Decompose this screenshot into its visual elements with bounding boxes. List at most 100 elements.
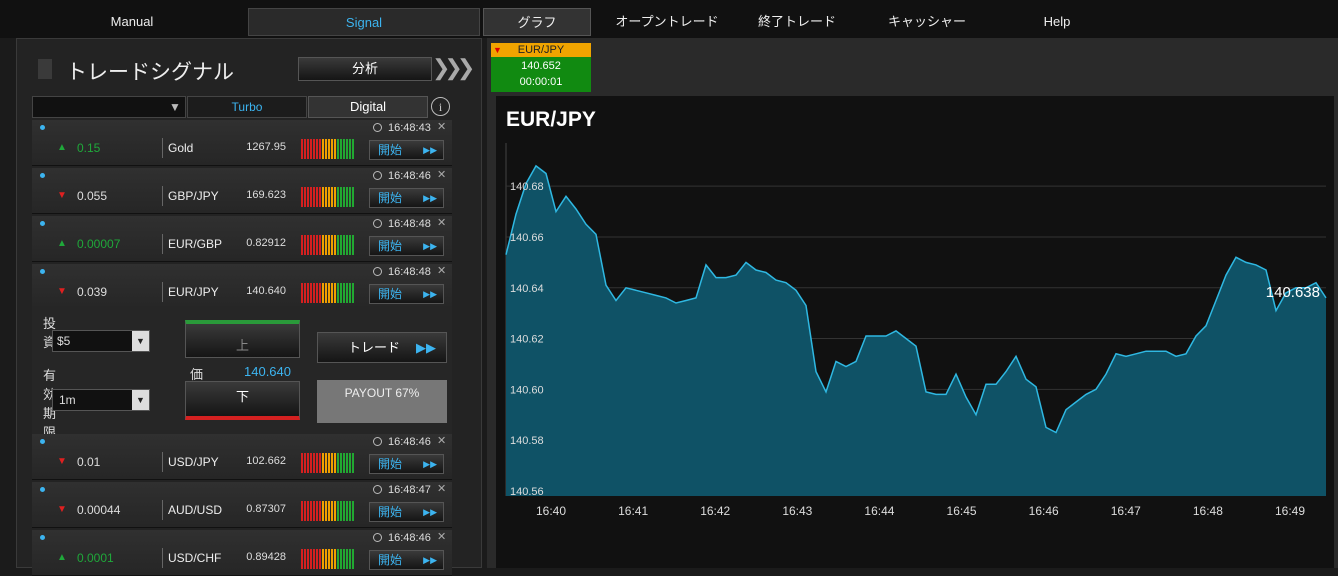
strength-bar bbox=[322, 453, 324, 473]
close-icon[interactable]: ✕ bbox=[437, 265, 447, 277]
clock-icon bbox=[373, 123, 382, 132]
up-button[interactable]: 上 bbox=[185, 320, 300, 358]
strength-bar bbox=[346, 501, 348, 521]
row-change: 0.00044 bbox=[77, 503, 121, 517]
panel-title: トレードシグナル bbox=[66, 61, 234, 84]
start-button[interactable]: 開始 ▶▶ bbox=[369, 502, 444, 522]
row-symbol: Gold bbox=[168, 141, 194, 155]
asset-tab[interactable]: ▼ EUR/JPY 140.652 00:00:01 bbox=[491, 43, 591, 92]
filter-dropdown[interactable] bbox=[32, 96, 186, 118]
status-dot bbox=[40, 487, 45, 492]
row-change: 0.055 bbox=[77, 189, 108, 203]
separator bbox=[162, 548, 163, 568]
start-button[interactable]: 開始 ▶▶ bbox=[369, 236, 444, 256]
start-label: 開始 bbox=[378, 143, 403, 157]
strength-bar bbox=[337, 549, 339, 569]
filter-tab[interactable]: Turbo bbox=[187, 96, 307, 118]
start-button[interactable]: 開始 ▶▶ bbox=[369, 550, 444, 570]
expiry-select[interactable]: 1m bbox=[52, 389, 150, 411]
strength-bar bbox=[301, 283, 303, 303]
nav-tab[interactable]: 終了トレード bbox=[757, 14, 836, 29]
signal-row: 16:48:46 ✕ ▼ 0.01 USD/JPY 102.662 開始 ▶▶ bbox=[32, 434, 452, 480]
row-time: 16:48:46 bbox=[388, 436, 431, 448]
separator bbox=[162, 138, 163, 158]
start-button[interactable]: 開始 ▶▶ bbox=[369, 140, 444, 160]
down-button[interactable]: 下 bbox=[185, 381, 300, 420]
clock-icon bbox=[373, 485, 382, 494]
strength-bar bbox=[322, 501, 324, 521]
status-dot bbox=[40, 535, 45, 540]
separator bbox=[162, 234, 163, 254]
nav-tab[interactable]: グラフ bbox=[483, 8, 591, 36]
strength-bar bbox=[331, 235, 333, 255]
strength-bar bbox=[331, 139, 333, 159]
nav-tab[interactable]: Manual bbox=[110, 14, 154, 29]
strength-bar bbox=[325, 549, 327, 569]
row-price: 0.87307 bbox=[246, 503, 286, 515]
panel-icon bbox=[38, 59, 52, 79]
strength-bar bbox=[328, 187, 330, 207]
start-button[interactable]: 開始 ▶▶ bbox=[369, 454, 444, 474]
nav-tab[interactable]: オープントレード bbox=[615, 14, 719, 29]
strength-bar bbox=[340, 139, 342, 159]
strength-bar bbox=[349, 235, 351, 255]
direction-arrow: ▼ bbox=[57, 456, 67, 467]
x-tick-label: 16:49 bbox=[1275, 504, 1305, 518]
strength-bar bbox=[349, 453, 351, 473]
close-icon[interactable]: ✕ bbox=[437, 531, 447, 543]
strength-bar bbox=[346, 549, 348, 569]
strength-bar bbox=[304, 283, 306, 303]
strength-bar bbox=[304, 139, 306, 159]
strength-bar bbox=[313, 501, 315, 521]
status-dot bbox=[40, 125, 45, 130]
nav-tab[interactable]: Help bbox=[1043, 14, 1071, 29]
strength-bar bbox=[325, 139, 327, 159]
strength-bar bbox=[304, 549, 306, 569]
y-tick-label: 140.60 bbox=[510, 384, 544, 396]
row-symbol: AUD/USD bbox=[168, 503, 223, 517]
start-button[interactable]: 開始 ▶▶ bbox=[369, 188, 444, 208]
y-tick-label: 140.64 bbox=[510, 283, 544, 295]
close-icon[interactable]: ✕ bbox=[437, 217, 447, 229]
signal-row: 16:48:46 ✕ ▼ 0.055 GBP/JPY 169.623 開始 ▶▶ bbox=[32, 168, 452, 214]
strength-bar bbox=[310, 549, 312, 569]
nav-tab[interactable]: Signal bbox=[248, 8, 480, 36]
strength-bar bbox=[310, 235, 312, 255]
direction-arrow: ▲ bbox=[57, 142, 67, 153]
trade-button[interactable]: トレード ▶▶ bbox=[317, 332, 447, 363]
investment-select[interactable]: $5 bbox=[52, 330, 150, 352]
row-change: 0.15 bbox=[77, 141, 101, 155]
select-arrow: ▼ bbox=[132, 390, 149, 410]
strength-bar bbox=[343, 501, 345, 521]
status-dot bbox=[40, 173, 45, 178]
strength-bar bbox=[316, 235, 318, 255]
close-icon[interactable]: ✕ bbox=[437, 169, 447, 181]
chevrons: ❯❯❯ bbox=[432, 55, 475, 80]
strength-bar bbox=[337, 235, 339, 255]
close-icon[interactable]: ✕ bbox=[437, 483, 447, 495]
close-icon[interactable]: ✕ bbox=[437, 121, 447, 133]
strength-bar bbox=[325, 453, 327, 473]
strength-bar bbox=[328, 235, 330, 255]
x-tick-label: 16:45 bbox=[947, 504, 977, 518]
nav-tab[interactable]: キャッシャー bbox=[887, 14, 966, 29]
chart: EUR/JPY 140.56 140.58 140.60 140.62 140.64 14… bbox=[496, 96, 1334, 568]
close-icon[interactable]: ✕ bbox=[437, 435, 447, 447]
strength-bar bbox=[337, 139, 339, 159]
direction-arrow: ▲ bbox=[57, 238, 67, 249]
strength-bar bbox=[316, 549, 318, 569]
strength-bar bbox=[352, 283, 354, 303]
start-label: 開始 bbox=[378, 191, 403, 205]
analyze-button[interactable]: 分析 bbox=[298, 57, 432, 81]
filter-tab[interactable]: Digital bbox=[308, 96, 428, 118]
row-time: 16:48:47 bbox=[388, 484, 431, 496]
asset-price: 140.652 bbox=[521, 60, 561, 72]
strength-bar bbox=[334, 187, 336, 207]
info-icon[interactable]: i bbox=[431, 97, 450, 116]
row-time: 16:48:46 bbox=[388, 170, 431, 182]
start-button[interactable]: 開始 ▶▶ bbox=[369, 284, 444, 304]
strength-bar bbox=[346, 235, 348, 255]
arrow-icon: ▶▶ bbox=[423, 555, 437, 565]
strength-bar bbox=[343, 283, 345, 303]
strength-bar bbox=[304, 453, 306, 473]
